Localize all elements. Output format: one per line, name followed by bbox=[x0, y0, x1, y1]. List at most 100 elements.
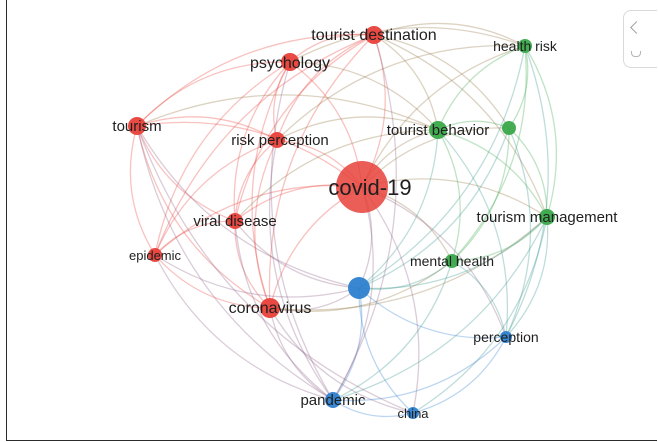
node-label-mental-health[interactable]: mental health bbox=[410, 253, 494, 269]
link-psychology-pandemic bbox=[270, 61, 334, 401]
link-psychology-viral-disease bbox=[233, 61, 291, 222]
node-mental-health[interactable] bbox=[445, 254, 459, 268]
link-tourism-risk-perception bbox=[136, 116, 278, 141]
side-panel-tab[interactable] bbox=[623, 10, 657, 68]
link-tourism-management-china bbox=[412, 216, 548, 414]
node-label-health-risk[interactable]: health risk bbox=[493, 38, 558, 54]
link-tourism-coronavirus bbox=[136, 125, 271, 309]
link-health-risk-blue-hub bbox=[358, 45, 526, 289]
link-coronavirus-china bbox=[269, 307, 414, 414]
node-label-tourist-behavior[interactable]: tourist behavior bbox=[387, 122, 490, 139]
link-tourist-destination-coronavirus bbox=[268, 34, 375, 309]
node-tourist-behavior[interactable] bbox=[429, 121, 447, 139]
node-epidemic[interactable] bbox=[148, 248, 162, 262]
magnet-icon[interactable] bbox=[631, 51, 641, 57]
link-health-risk-tourism-management bbox=[524, 45, 558, 218]
link-viral-disease-blue-hub bbox=[234, 220, 360, 289]
link-covid-19-china bbox=[361, 186, 420, 414]
link-viral-disease-epidemic bbox=[154, 220, 236, 256]
link-health-risk-tourist-behavior-2 bbox=[508, 45, 529, 129]
link-mental-health-blue-hub bbox=[358, 260, 453, 290]
node-tourism[interactable] bbox=[128, 117, 146, 135]
link-epidemic-pandemic bbox=[154, 254, 334, 401]
chevron-left-icon[interactable] bbox=[630, 21, 643, 34]
link-tourism-management-pandemic bbox=[332, 216, 548, 401]
node-tourist-destination[interactable] bbox=[365, 26, 383, 44]
link-tourist-destination-tourism-management bbox=[373, 34, 548, 218]
link-tourist-behavior-2-mental-health bbox=[451, 127, 510, 262]
node-label-covid-19[interactable]: covid-19 bbox=[328, 175, 411, 200]
link-tourism-blue-hub bbox=[136, 125, 360, 289]
node-label-perception[interactable]: perception bbox=[473, 329, 538, 345]
link-risk-perception-tourist-behavior bbox=[276, 116, 439, 141]
node-health-risk[interactable] bbox=[518, 39, 532, 53]
link-psychology-tourist-behavior bbox=[289, 61, 439, 131]
link-pandemic-china bbox=[332, 399, 414, 418]
link-risk-perception-epidemic bbox=[154, 139, 278, 256]
node-label-tourism[interactable]: tourism bbox=[112, 118, 161, 135]
node-blue-hub[interactable] bbox=[348, 277, 370, 299]
node-china[interactable] bbox=[407, 407, 419, 419]
link-tourist-destination-pandemic bbox=[332, 34, 397, 401]
node-label-coronavirus[interactable]: coronavirus bbox=[229, 300, 312, 317]
node-label-china[interactable]: china bbox=[397, 406, 429, 421]
node-tourism-management[interactable] bbox=[539, 209, 555, 225]
link-epidemic-coronavirus bbox=[154, 254, 271, 309]
network-graph[interactable]: covid-19 tourist destination psychology tou… bbox=[7, 0, 657, 440]
link-coronavirus-tourism-management bbox=[269, 216, 548, 311]
node-viral-disease[interactable] bbox=[227, 213, 243, 229]
link-tourism-pandemic bbox=[136, 125, 334, 401]
network-visualization[interactable]: covid-19 tourist destination psychology tou… bbox=[6, 0, 657, 441]
node-coronavirus[interactable] bbox=[260, 298, 280, 318]
link-tourist-behavior-perception bbox=[437, 129, 509, 338]
link-risk-perception-viral-disease bbox=[234, 139, 278, 222]
link-viral-disease-tourist-behavior bbox=[234, 129, 439, 222]
link-tourism-epidemic bbox=[129, 125, 156, 256]
node-label-psychology[interactable]: psychology bbox=[250, 55, 330, 72]
link-tourism-tourist-destination bbox=[136, 33, 375, 127]
node-label-pandemic[interactable]: pandemic bbox=[300, 392, 366, 409]
link-tourism-viral-disease bbox=[136, 125, 236, 222]
link-tourist-behavior-2-blue-hub bbox=[358, 127, 510, 289]
node-covid-19[interactable] bbox=[336, 161, 388, 213]
node-pandemic[interactable] bbox=[325, 392, 341, 408]
node-label-risk-perception[interactable]: risk perception bbox=[231, 132, 329, 149]
node-layer bbox=[128, 26, 555, 419]
link-covid-19-epidemic bbox=[154, 184, 363, 256]
link-tourist-behavior-2-perception bbox=[505, 127, 532, 338]
link-viral-disease-pandemic bbox=[234, 220, 334, 401]
node-psychology[interactable] bbox=[281, 53, 299, 71]
node-risk-perception[interactable] bbox=[269, 132, 285, 148]
link-tourist-behavior-blue-hub bbox=[358, 129, 439, 289]
link-risk-perception-health-risk bbox=[276, 44, 526, 141]
link-tourist-destination-health-risk bbox=[373, 22, 526, 47]
link-tourist-destination-epidemic bbox=[154, 34, 375, 256]
link-health-risk-mental-health bbox=[451, 45, 527, 262]
link-pandemic-perception bbox=[332, 336, 507, 402]
link-blue-hub-china bbox=[358, 287, 414, 414]
link-blue-hub-pandemic bbox=[332, 287, 363, 401]
link-tourism-management-blue-hub bbox=[358, 216, 548, 290]
node-label-tourism-management[interactable]: tourism management bbox=[477, 209, 619, 226]
link-viral-disease-coronavirus bbox=[234, 220, 271, 309]
link-covid-19-tourism bbox=[136, 121, 363, 188]
link-tourist-destination-risk-perception bbox=[276, 34, 375, 141]
link-psychology-epidemic bbox=[154, 61, 291, 256]
link-epidemic-blue-hub bbox=[154, 254, 360, 298]
node-label-epidemic[interactable]: epidemic bbox=[129, 248, 182, 263]
node-label-viral-disease[interactable]: viral disease bbox=[193, 213, 276, 230]
link-covid-19-health-risk bbox=[361, 45, 526, 188]
link-tourist-destination-tourist-behavior bbox=[373, 34, 439, 131]
link-tourism-psychology bbox=[136, 61, 291, 127]
link-blue-hub-perception bbox=[358, 287, 507, 339]
link-risk-perception-coronavirus bbox=[254, 139, 278, 309]
link-coronavirus-mental-health bbox=[269, 260, 453, 313]
link-china-perception bbox=[412, 336, 507, 414]
node-label-tourist-destination[interactable]: tourist destination bbox=[311, 27, 436, 44]
link-tourist-behavior-tourism-management bbox=[437, 129, 548, 218]
link-psychology-coronavirus bbox=[251, 61, 291, 309]
link-tourism-tourist-behavior bbox=[136, 94, 439, 131]
node-tourist-behavior-2[interactable] bbox=[502, 121, 516, 135]
node-perception[interactable] bbox=[500, 331, 512, 343]
link-coronavirus-pandemic bbox=[269, 307, 334, 401]
